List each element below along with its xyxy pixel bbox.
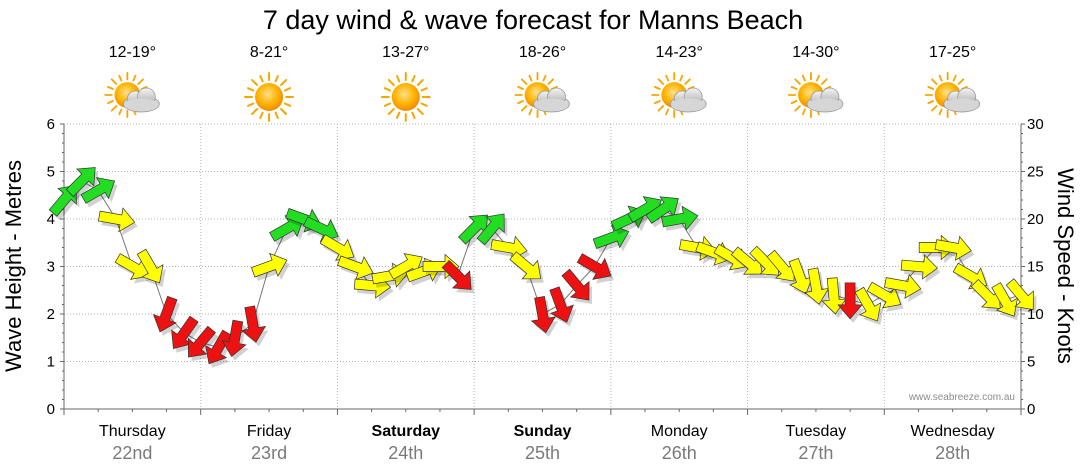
axes [60,123,1025,415]
day-label: Tuesday [786,423,847,440]
wind-arrow [866,281,902,309]
y-tick-label-right: 10 [1027,306,1044,323]
wind-arrow [240,305,267,343]
wind-arrow [509,251,542,280]
wind-arrow [530,295,556,334]
day-label: Friday [247,423,291,440]
date-label: 24th [388,443,423,463]
y-tick-label-left: 5 [47,164,55,181]
wind-arrow [766,249,795,282]
wind-arrow [788,257,814,295]
temperature-label: 18-26° [519,44,566,61]
partly-cloudy-icon [104,71,160,119]
date-label: 26th [662,443,697,463]
watermark: www.seabreeze.com.au [908,392,1015,403]
wind-arrow [1005,278,1034,310]
sun-icon [244,72,295,122]
grid-lines [64,123,1021,409]
wind-arrow [884,273,922,299]
wind-arrow [970,278,1001,309]
axis-labels: 0 1 2 3 4 5 6 0 5 10 15 20 25 30 Thursday 22nd 12-19° Fri… [47,44,1044,463]
temperature-label: 14-23° [656,44,703,61]
wind-arrow [458,214,488,245]
partly-cloudy-icon [514,71,570,119]
y-tick-label-left: 3 [47,259,55,276]
chart-title: 7 day wind & wave forecast for Manns Bea… [262,5,804,35]
y-tick-label-right: 5 [1027,354,1035,371]
wind-arrow [250,252,288,278]
wind-arrow [561,268,590,301]
wind-arrow [934,235,972,261]
date-label: 22nd [112,443,152,463]
wind-arrow [269,215,304,242]
wind-arrow [441,259,472,290]
wind-arrow [80,177,116,204]
wind-arrow [65,167,96,198]
day-label: Sunday [514,423,572,440]
wind-arrow [388,253,423,280]
wind-arrow [114,253,150,280]
y-tick-label-left: 6 [47,116,55,133]
partly-cloudy-icon [924,71,981,119]
wind-arrow [991,282,1018,317]
date-label: 23rd [251,443,287,463]
y-tick-label-right: 25 [1027,164,1044,181]
wind-arrow [900,254,938,280]
wind-arrow [221,319,247,358]
partly-cloudy-icon [787,71,844,119]
temperature-label: 17-25° [929,44,976,61]
y-tick-label-left: 4 [47,211,55,228]
partly-cloudy-icon [651,71,707,119]
y-tick-label-left: 1 [47,354,55,371]
y-axis-title-left: Wave Height - Metres [1,160,26,372]
wind-arrows [48,167,1037,368]
y-axis-title-right: Wind Speed - Knots [1053,168,1078,364]
day-label: Monday [651,423,708,440]
wind-arrow [476,213,505,246]
y-tick-label-left: 0 [47,401,55,418]
wind-arrow [804,267,830,305]
y-tick-label-right: 20 [1027,211,1044,228]
y-tick-label-right: 0 [1027,401,1035,418]
day-label: Wednesday [911,423,995,440]
wind-arrow [592,224,630,249]
wind-arrow [187,325,216,358]
date-label: 27th [798,443,833,463]
wind-arrow [854,286,882,322]
wind-arrow [97,207,136,233]
wind-arrow [576,253,612,280]
date-label: 25th [525,443,560,463]
y-tick-label-right: 15 [1027,259,1044,276]
wind-arrow [337,255,374,281]
day-label: Saturday [372,423,441,440]
wind-arrow [152,295,178,333]
wind-arrow [171,315,199,350]
wind-arrow [136,248,164,284]
sun-icon [380,72,431,122]
wind-arrow [645,196,679,224]
date-label: 28th [935,443,970,463]
wind-arrow [661,205,699,231]
y-tick-label-right: 30 [1027,116,1044,133]
wind-arrow [837,282,863,320]
day-label: Thursday [99,423,166,440]
sun-shape [380,72,431,122]
y-tick-label-left: 2 [47,306,55,323]
temperature-label: 12-19° [109,44,156,61]
wind-arrow [549,286,574,323]
wind-arrow [730,246,763,275]
wind-arrow [205,329,232,365]
temperature-label: 13-27° [382,44,429,61]
temperature-label: 8-21° [250,44,288,61]
sun-shape [244,72,295,122]
temperature-label: 14-30° [792,44,839,61]
